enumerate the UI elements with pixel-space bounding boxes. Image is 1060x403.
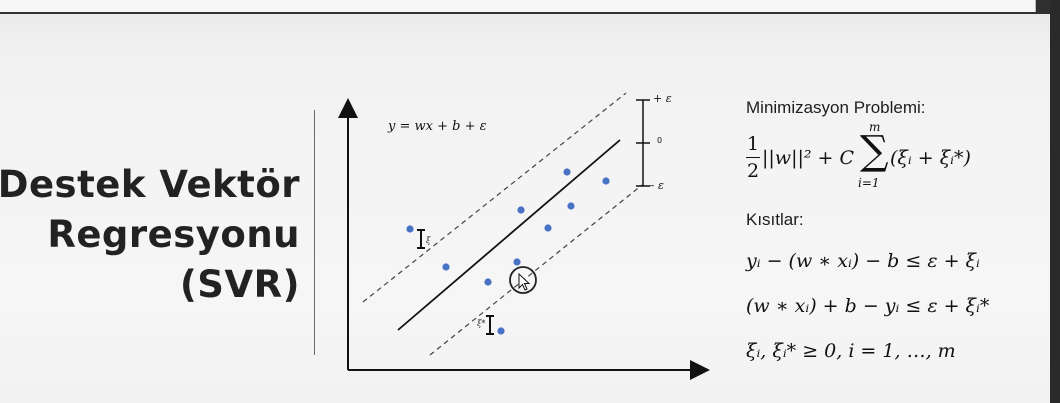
svr-diagram: + ε 0 – ε y = wx + b + ε ξ ξ*	[338, 92, 710, 380]
label-plus-epsilon: + ε	[653, 92, 672, 105]
cursor-arrow-icon	[518, 272, 531, 291]
sum-body: (ξᵢ + ξᵢ*)	[890, 147, 971, 169]
constraint-2: (w ∗ xᵢ) + b − yᵢ ≤ ε + ξᵢ*	[746, 295, 990, 317]
fraction-denominator: 2	[746, 160, 760, 182]
title-line-3: (SVR)	[179, 263, 300, 306]
data-point	[497, 327, 505, 335]
constraint-1: yᵢ − (w ∗ xᵢ) − b ≤ ε + ξᵢ	[746, 250, 980, 272]
cursor-highlight-ring	[509, 266, 537, 294]
title-divider	[314, 110, 315, 355]
half-fraction: 1 2	[746, 133, 760, 182]
title-line-1: Destek Vektör	[0, 163, 300, 206]
data-point	[442, 263, 450, 271]
slack-label-upper: ξ	[426, 236, 431, 245]
label-minus-epsilon: – ε	[649, 179, 664, 192]
data-point	[406, 225, 414, 233]
data-point	[563, 168, 571, 176]
regression-line	[397, 139, 621, 331]
sum-upper-limit: m	[869, 120, 881, 134]
constraint-3: ξᵢ, ξᵢ* ≥ 0, i = 1, …, m	[746, 340, 956, 362]
slide-top-strip	[0, 0, 1036, 12]
label-zero: 0	[657, 136, 662, 145]
window-right-edge	[1050, 0, 1060, 403]
data-point	[602, 177, 610, 185]
slack-label-lower: ξ*	[477, 319, 485, 328]
data-point	[517, 206, 525, 214]
title-line-2: Regresyonu	[47, 213, 300, 256]
data-point	[544, 224, 552, 232]
lower-boundary	[429, 184, 643, 356]
upper-boundary	[362, 92, 627, 303]
data-points	[406, 168, 610, 335]
slide-title: Destek Vektör Regresyonu (SVR)	[0, 160, 300, 310]
sum-symbol: ∑	[860, 128, 889, 174]
fraction-bar	[746, 157, 760, 158]
constraints-header: Kısıtlar:	[746, 210, 804, 229]
data-point	[567, 202, 575, 210]
data-point	[513, 258, 521, 266]
fraction-numerator: 1	[746, 133, 760, 155]
norm-term: ||w||² + C	[762, 147, 855, 169]
data-point	[484, 278, 492, 286]
sum-lower-limit: i=1	[858, 176, 880, 190]
problem-header: Minimizasyon Problemi:	[746, 98, 926, 117]
regression-equation: y = wx + b + ε	[387, 119, 487, 134]
